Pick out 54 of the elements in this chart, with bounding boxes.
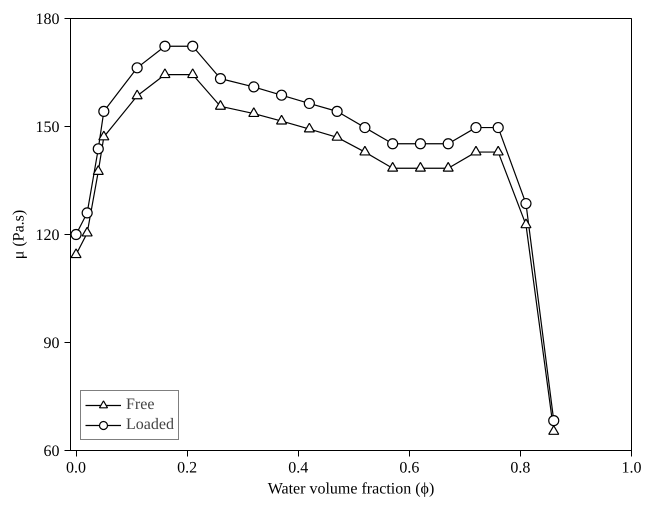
x-axis-title: Water volume fraction (ϕ) — [268, 480, 434, 498]
point — [92, 165, 104, 175]
point — [304, 122, 315, 133]
point — [387, 162, 398, 172]
point — [470, 146, 482, 156]
point — [187, 40, 198, 52]
y-tick-label: 180 — [36, 11, 60, 28]
point — [470, 122, 482, 134]
point — [214, 100, 226, 110]
point — [98, 106, 110, 117]
point — [332, 130, 343, 141]
y-axis-title: μ (Pa.s) — [10, 210, 28, 260]
point — [442, 138, 454, 150]
x-tick-label: 0.2 — [177, 460, 198, 476]
y-tick-label: 60 — [44, 443, 60, 460]
point — [187, 68, 198, 78]
point — [276, 114, 288, 125]
point — [414, 138, 426, 150]
point — [492, 146, 504, 156]
point — [98, 130, 110, 140]
point — [82, 207, 93, 218]
point — [332, 106, 343, 117]
point — [159, 40, 171, 52]
x-tick-label: 0.4 — [288, 460, 308, 476]
x-tick-label: 0.6 — [399, 460, 420, 476]
point — [248, 107, 260, 118]
point — [248, 81, 260, 92]
legend-label: Loaded — [126, 416, 174, 434]
point — [359, 146, 370, 156]
point — [304, 98, 315, 110]
point — [92, 143, 104, 154]
point — [214, 73, 226, 84]
point — [492, 122, 504, 134]
y-tick-label: 90 — [44, 335, 60, 352]
point — [70, 228, 82, 240]
legend-label: Free — [126, 396, 154, 414]
point — [70, 248, 82, 258]
x-tick-label: 1.0 — [622, 460, 642, 476]
y-tick-label: 150 — [36, 119, 60, 136]
point — [159, 68, 171, 78]
point — [520, 198, 532, 210]
point — [276, 90, 288, 101]
point — [520, 218, 532, 228]
point — [132, 90, 143, 100]
point — [82, 226, 93, 237]
point — [548, 425, 560, 435]
y-tick-label: 120 — [36, 227, 60, 244]
point — [359, 122, 370, 134]
point — [442, 162, 454, 172]
x-tick-label: 0.8 — [510, 460, 530, 476]
point — [132, 62, 143, 74]
point — [414, 162, 426, 172]
point — [387, 138, 398, 150]
x-tick-label: 0.0 — [66, 460, 86, 476]
